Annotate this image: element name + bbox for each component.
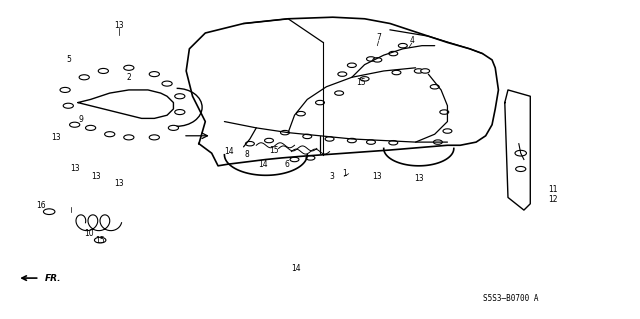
Text: 8: 8 [244,150,249,159]
Text: 6: 6 [284,160,289,169]
Circle shape [95,237,106,243]
Circle shape [175,94,185,99]
Text: 5: 5 [66,56,71,64]
Circle shape [290,157,299,162]
Circle shape [348,63,356,68]
Circle shape [367,140,376,144]
Circle shape [440,110,449,114]
Circle shape [303,134,312,139]
Text: 13: 13 [91,172,100,182]
Text: 14: 14 [225,147,234,156]
Circle shape [86,125,96,130]
Circle shape [99,69,108,73]
Text: 7: 7 [376,33,381,42]
Text: 15: 15 [95,236,105,245]
Text: 10: 10 [84,229,94,238]
Circle shape [348,138,356,143]
Circle shape [63,103,74,108]
Circle shape [306,156,315,160]
Circle shape [515,150,527,156]
Circle shape [373,58,382,62]
Text: 13: 13 [372,172,382,182]
Circle shape [443,129,452,133]
Text: 13: 13 [51,133,60,142]
Circle shape [296,111,305,116]
Circle shape [360,77,369,81]
Circle shape [325,137,334,141]
Text: 9: 9 [79,115,83,124]
Circle shape [516,167,526,172]
Text: S5S3–B0700 A: S5S3–B0700 A [483,294,539,303]
Text: 15: 15 [269,145,279,154]
Circle shape [149,135,159,140]
Circle shape [398,43,407,48]
Circle shape [246,141,254,146]
Circle shape [414,69,423,73]
Text: 13: 13 [414,174,424,183]
Text: 2: 2 [127,73,131,82]
Circle shape [316,100,324,105]
Text: 1: 1 [342,169,347,178]
Circle shape [70,122,80,127]
Circle shape [280,130,289,135]
Circle shape [79,75,90,80]
Circle shape [175,109,185,115]
Circle shape [430,85,439,89]
Text: 13: 13 [115,179,124,188]
Circle shape [44,209,55,214]
Circle shape [389,141,397,145]
Circle shape [162,81,172,86]
Circle shape [149,71,159,77]
Circle shape [264,138,273,143]
Circle shape [420,69,429,73]
Text: 13: 13 [70,165,79,174]
Circle shape [60,87,70,93]
Circle shape [104,132,115,137]
Text: 3: 3 [329,172,334,182]
Text: FR.: FR. [45,274,61,283]
Text: 12: 12 [548,195,557,204]
Text: 14: 14 [258,160,268,169]
Circle shape [168,125,179,130]
Text: 13: 13 [115,21,124,30]
Circle shape [124,135,134,140]
Text: 4: 4 [410,36,414,45]
Text: 11: 11 [548,185,557,194]
Circle shape [335,91,344,95]
Circle shape [392,70,401,75]
Text: 14: 14 [292,264,301,273]
Circle shape [433,140,442,144]
Text: 16: 16 [36,201,45,210]
Circle shape [367,57,376,61]
Circle shape [389,51,397,56]
Circle shape [338,72,347,76]
Text: 15: 15 [356,78,366,86]
Circle shape [124,65,134,70]
